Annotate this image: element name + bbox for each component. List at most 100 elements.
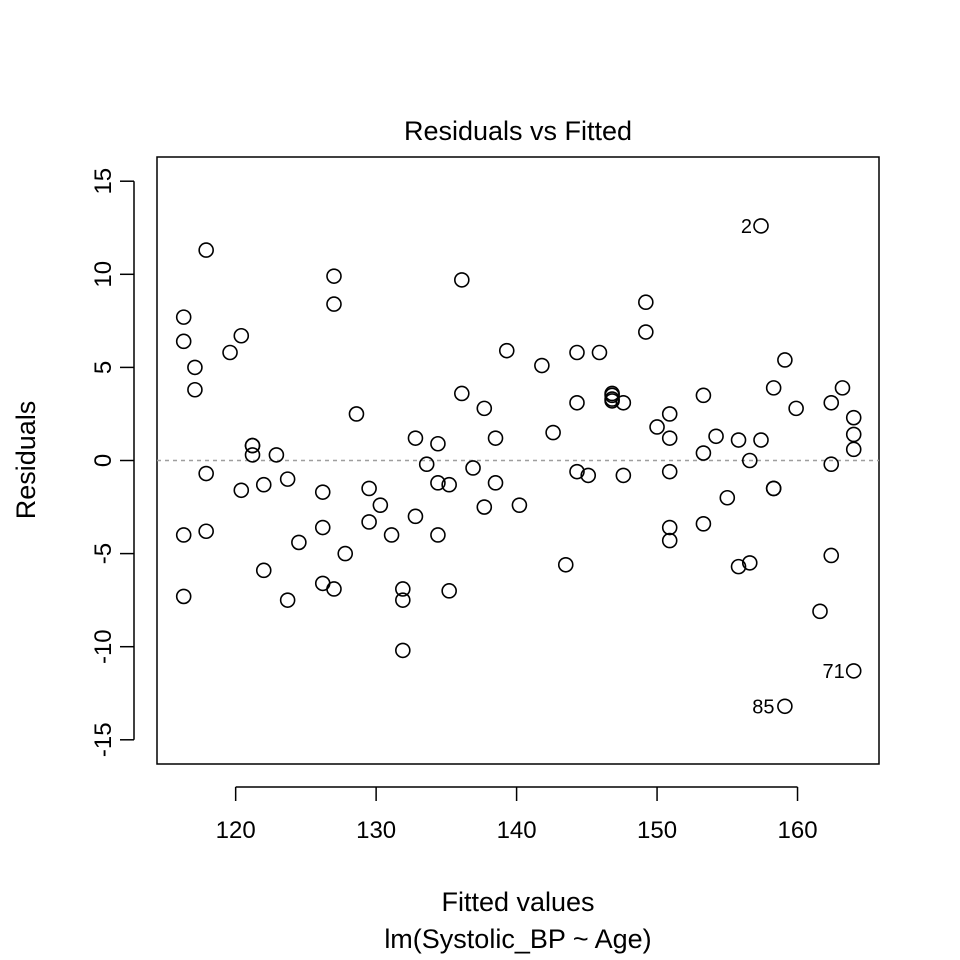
data-point bbox=[372, 497, 389, 513]
data-point bbox=[534, 357, 550, 374]
data-point bbox=[407, 508, 424, 525]
data-point bbox=[615, 467, 632, 484]
y-tick-label-neg10: -10 bbox=[90, 629, 117, 664]
data-point bbox=[753, 218, 769, 234]
data-point bbox=[730, 558, 747, 575]
x-axis: 120 130 140 150 160 bbox=[216, 786, 818, 844]
data-point bbox=[487, 475, 504, 491]
data-point bbox=[730, 432, 747, 448]
point-label-2: 2 bbox=[741, 216, 752, 238]
data-point bbox=[695, 387, 712, 404]
data-point bbox=[222, 344, 238, 361]
data-point bbox=[244, 447, 261, 463]
data-point bbox=[812, 603, 828, 620]
data-point bbox=[741, 555, 758, 571]
y-tick-label-5: 5 bbox=[90, 361, 117, 374]
data-point bbox=[765, 380, 782, 396]
data-point bbox=[441, 583, 457, 599]
data-point bbox=[255, 476, 272, 493]
data-point bbox=[661, 463, 678, 480]
x-tick-label-120: 120 bbox=[216, 817, 256, 844]
data-point bbox=[511, 497, 528, 513]
data-point bbox=[845, 663, 862, 679]
data-point bbox=[487, 430, 504, 446]
data-point bbox=[823, 394, 840, 411]
y-tick-label-15: 15 bbox=[90, 168, 117, 195]
data-point bbox=[741, 452, 758, 469]
chart-title: Residuals vs Fitted bbox=[404, 116, 632, 146]
data-point bbox=[361, 514, 377, 530]
data-point bbox=[175, 333, 192, 350]
data-point bbox=[695, 516, 712, 532]
data-point bbox=[175, 309, 192, 325]
data-point bbox=[268, 447, 285, 463]
data-point bbox=[454, 272, 470, 288]
data-point bbox=[823, 547, 840, 564]
data-point bbox=[557, 556, 574, 573]
data-point bbox=[476, 499, 493, 515]
data-point bbox=[255, 562, 272, 579]
y-axis-label: Residuals bbox=[11, 401, 41, 520]
data-point bbox=[719, 489, 736, 506]
y-tick-label-0: 0 bbox=[90, 454, 117, 467]
data-point bbox=[198, 242, 214, 258]
data-point bbox=[395, 642, 411, 659]
data-point bbox=[591, 344, 608, 361]
y-tick-label-10: 10 bbox=[90, 261, 117, 288]
data-point bbox=[823, 456, 840, 473]
x-tick-label-150: 150 bbox=[637, 817, 677, 844]
data-point bbox=[569, 394, 585, 411]
data-point bbox=[187, 381, 203, 398]
y-axis: -15 -10 -5 0 5 10 15 bbox=[90, 168, 135, 757]
data-point bbox=[430, 435, 446, 452]
point-label-85: 85 bbox=[752, 696, 774, 718]
data-point bbox=[314, 519, 331, 536]
data-point bbox=[279, 471, 296, 487]
data-point bbox=[845, 441, 862, 458]
data-point bbox=[454, 385, 470, 402]
x-tick-label-140: 140 bbox=[497, 817, 537, 844]
data-point bbox=[777, 698, 793, 715]
data-point bbox=[395, 592, 411, 608]
y-tick-label-neg15: -15 bbox=[90, 722, 117, 757]
data-point bbox=[465, 460, 481, 476]
data-point bbox=[198, 465, 214, 482]
data-point bbox=[545, 424, 561, 441]
data-point bbox=[569, 463, 585, 480]
data-point bbox=[326, 296, 342, 312]
data-point bbox=[314, 484, 331, 500]
data-point bbox=[441, 476, 457, 493]
x-tick-label-160: 160 bbox=[778, 817, 818, 844]
data-point bbox=[845, 426, 862, 443]
data-point bbox=[661, 519, 678, 536]
data-point bbox=[661, 406, 678, 422]
data-point bbox=[233, 327, 250, 344]
model-subtitle: lm(Systolic_BP ~ Age) bbox=[384, 924, 651, 954]
data-point bbox=[649, 419, 665, 435]
data-point bbox=[418, 456, 435, 473]
x-tick-label-130: 130 bbox=[356, 817, 396, 844]
data-point bbox=[765, 480, 782, 497]
data-point bbox=[753, 432, 769, 448]
data-point bbox=[175, 588, 192, 605]
data-point bbox=[708, 428, 724, 445]
point-labels-layer: 2 71 85 bbox=[741, 216, 845, 718]
data-point bbox=[580, 467, 597, 484]
data-point bbox=[498, 342, 515, 359]
data-point bbox=[348, 406, 365, 422]
data-point bbox=[326, 581, 342, 597]
data-point bbox=[604, 393, 620, 409]
data-point bbox=[834, 380, 851, 396]
data-point bbox=[395, 581, 411, 597]
data-point bbox=[661, 430, 678, 446]
data-point bbox=[361, 480, 377, 497]
data-point bbox=[175, 527, 192, 543]
data-point bbox=[407, 430, 424, 446]
data-point bbox=[244, 437, 261, 454]
data-point bbox=[638, 294, 654, 311]
data-point bbox=[661, 532, 678, 549]
point-label-71: 71 bbox=[822, 661, 844, 683]
data-point bbox=[430, 527, 446, 543]
points-layer bbox=[175, 218, 862, 715]
